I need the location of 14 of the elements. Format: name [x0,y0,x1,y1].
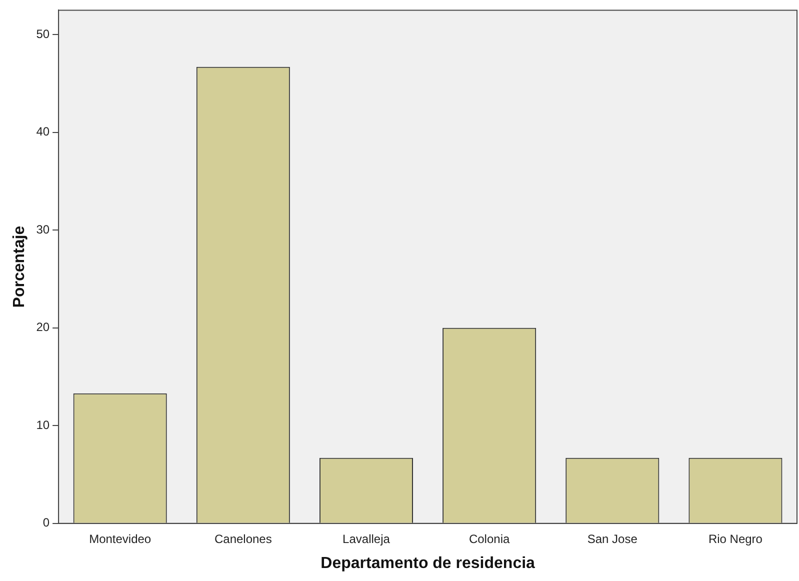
y-axis-title: Porcentaje [11,226,28,308]
y-tick-label: 0 [42,516,50,530]
y-tick-label: 30 [36,222,50,236]
x-axis-title: Departamento de residencia [320,554,536,572]
x-tick-label: Colonia [468,532,510,546]
x-tick-label: Canelones [214,532,272,546]
y-tick-label: 50 [36,26,50,41]
x-tick-label: Lavalleja [342,532,390,546]
y-tick-label: 40 [36,124,50,139]
y-tick-label: 20 [36,320,50,334]
x-tick-label: Montevideo [89,532,152,546]
x-tick-label: Rio Negro [708,532,763,546]
y-tick-label: 10 [36,418,50,432]
x-tick-label: San Jose [587,532,638,546]
